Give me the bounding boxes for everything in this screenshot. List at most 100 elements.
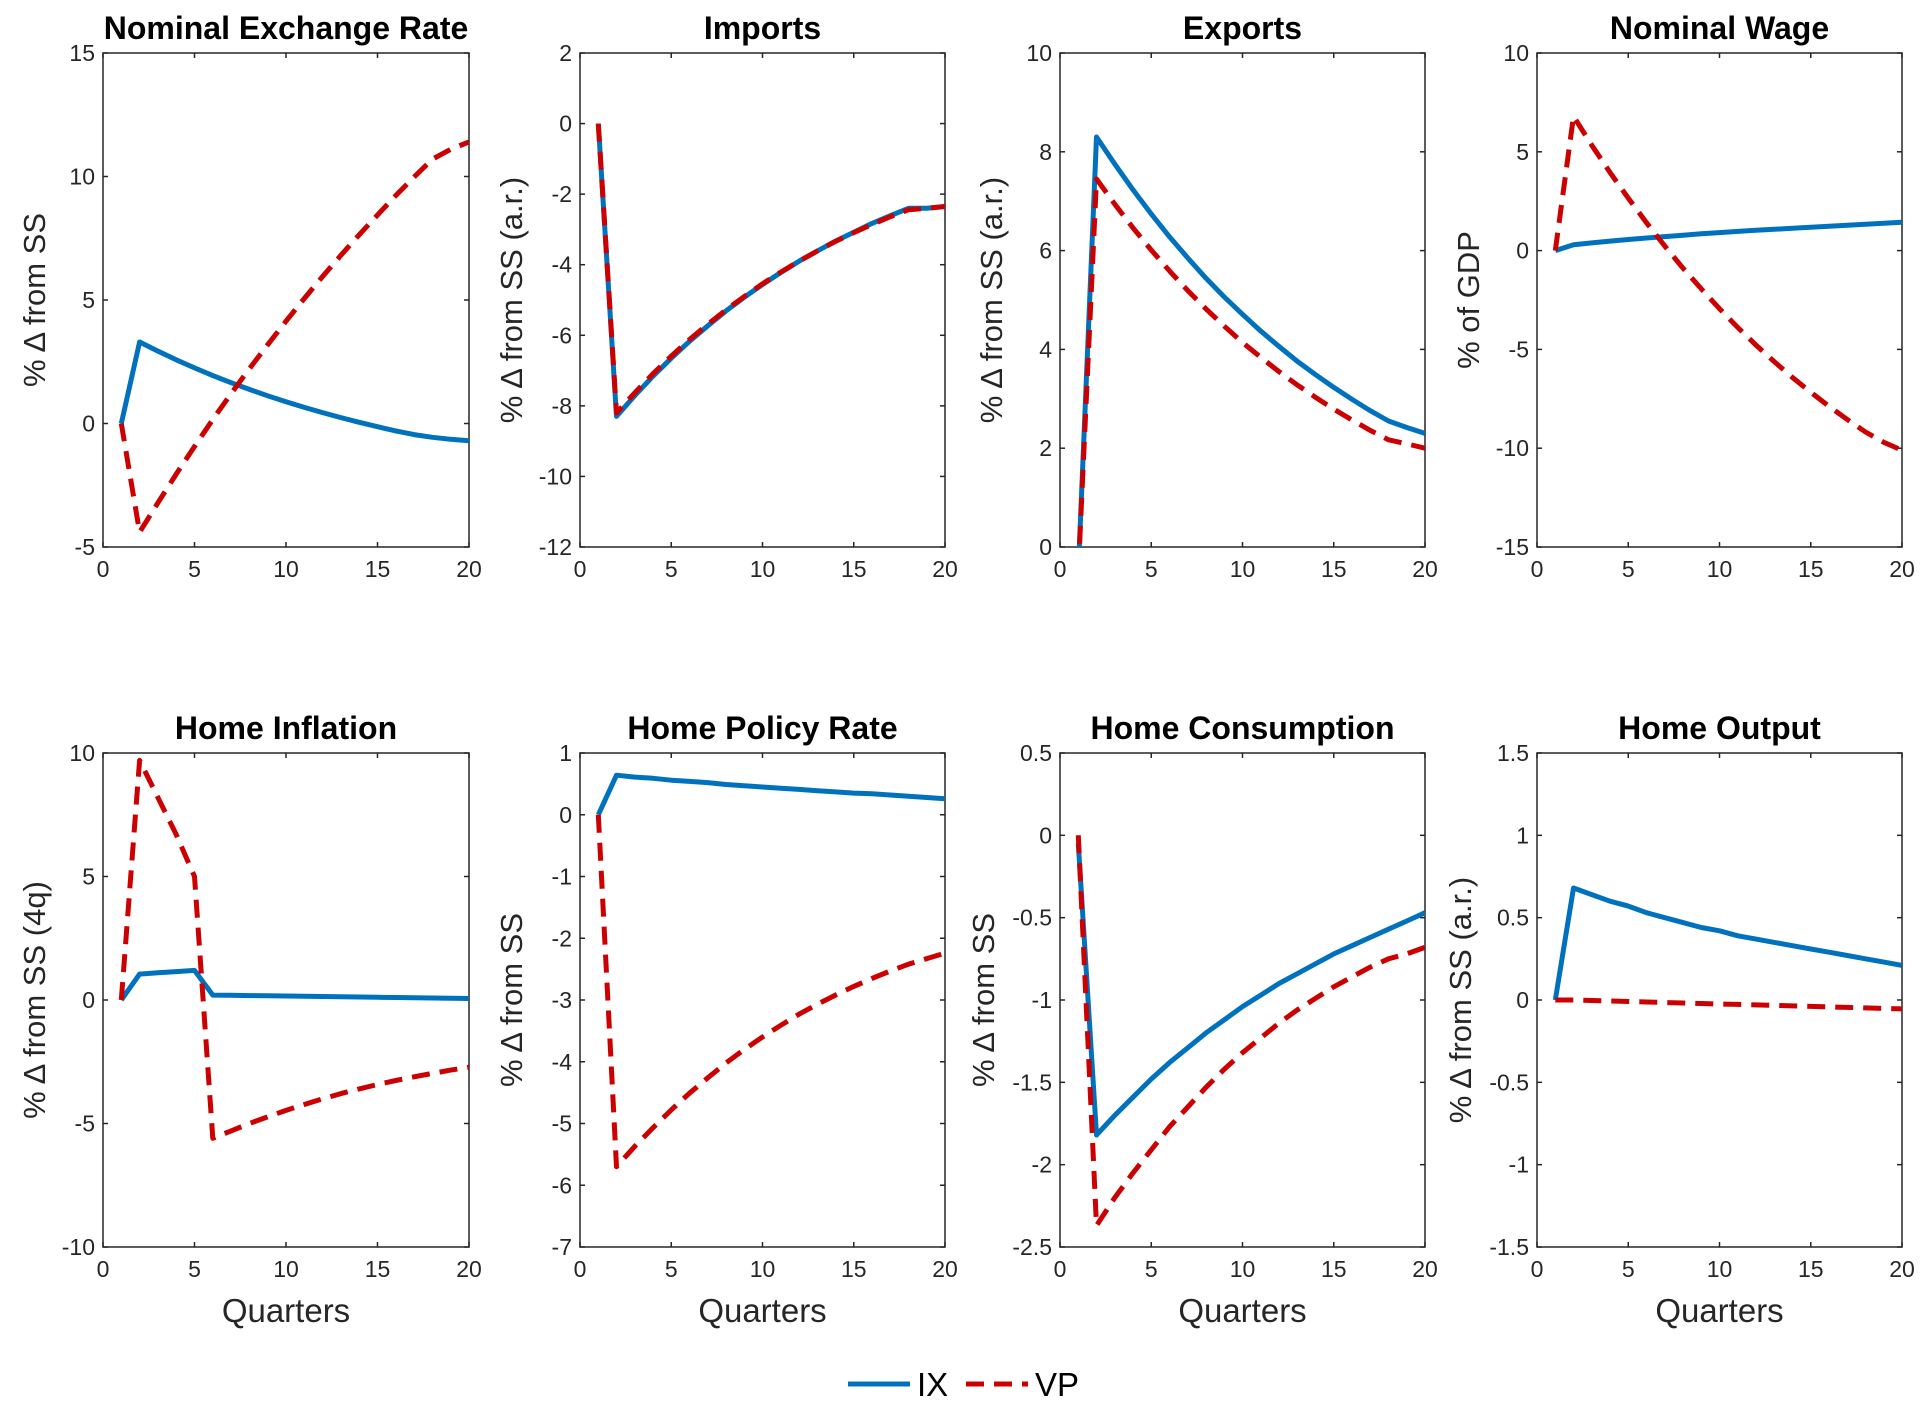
y-tick-label: -2 xyxy=(552,181,572,207)
x-tick-label: 0 xyxy=(574,1256,587,1282)
panel-title: Nominal Wage xyxy=(1610,10,1829,46)
series-line-vp xyxy=(118,139,469,535)
x-tick-label: 5 xyxy=(665,1256,678,1282)
x-tick-label: 10 xyxy=(273,556,299,582)
panel-home-policy-rate: 0 5 10 15 20 -7 -6 -5 -4 -3 -2 -1 0 1 Home Policy Rate… xyxy=(494,710,958,1329)
x-tick-label: 0 xyxy=(1054,556,1067,582)
y-tick-label: 0.5 xyxy=(1497,905,1529,931)
x-tick-label: 0 xyxy=(574,556,587,582)
y-tick-label: 0 xyxy=(1516,238,1529,264)
y-tick-label: 1.5 xyxy=(1497,740,1529,766)
y-tick-label: -3 xyxy=(552,987,572,1013)
y-tick-label: -2.5 xyxy=(1012,1234,1052,1260)
y-tick-label: -4 xyxy=(552,1049,573,1075)
y-tick-label: 0 xyxy=(1039,534,1052,560)
y-tick-label: -0.5 xyxy=(1489,1069,1529,1095)
series-line-vp xyxy=(1555,997,1902,1012)
panel-title: Nominal Exchange Rate xyxy=(104,10,469,46)
y-tick-label: 10 xyxy=(69,164,95,190)
y-tick-label: -1 xyxy=(1509,1152,1529,1178)
panel-title: Home Output xyxy=(1618,710,1821,746)
y-tick-label: 15 xyxy=(69,40,95,66)
y-tick-label: 0 xyxy=(559,111,572,137)
y-tick-label: -1.5 xyxy=(1489,1234,1529,1260)
x-tick-label: 15 xyxy=(1321,556,1347,582)
x-axis-label: Quarters xyxy=(1178,1292,1306,1329)
series-line-ix xyxy=(1552,885,1902,1001)
y-tick-label: 5 xyxy=(1516,139,1529,165)
panel-imports: 0 5 10 15 20 -12 -10 -8 -6 -4 -2 0 2 Imports % Δ from … xyxy=(494,10,958,582)
x-tick-label: 10 xyxy=(1230,1256,1256,1282)
x-tick-label: 0 xyxy=(1054,1256,1067,1282)
y-tick-label: 0 xyxy=(1039,822,1052,848)
x-tick-label: 5 xyxy=(1145,556,1158,582)
x-axis-label: Quarters xyxy=(222,1292,350,1329)
axes-box xyxy=(579,752,946,1248)
y-tick-label: -6 xyxy=(552,1172,572,1198)
y-axis-label: % Δ from SS (4q) xyxy=(17,881,52,1119)
y-tick-label: -2 xyxy=(1032,1152,1052,1178)
y-axis-label: % Δ from SS xyxy=(17,213,52,387)
y-tick-label: -1 xyxy=(1032,987,1052,1013)
x-tick-label: 20 xyxy=(456,556,482,582)
x-tick-label: 20 xyxy=(1412,1256,1438,1282)
series-line-ix xyxy=(1075,843,1425,1138)
y-tick-label: 0 xyxy=(82,987,95,1013)
y-tick-label: -1.5 xyxy=(1012,1069,1052,1095)
x-tick-label: 5 xyxy=(188,556,201,582)
y-tick-label: -10 xyxy=(539,463,572,489)
series-line-ix xyxy=(119,967,469,1002)
y-tick-label: 1 xyxy=(559,740,572,766)
x-tick-label: 5 xyxy=(188,1256,201,1282)
y-tick-label: -15 xyxy=(1496,534,1529,560)
series-line-vp xyxy=(1075,835,1425,1229)
x-tick-label: 10 xyxy=(1707,1256,1733,1282)
y-tick-label: -2 xyxy=(552,925,572,951)
panel-nominal-wage: 0 5 10 15 20 -15 -10 -5 0 5 10 Nominal Wage % of GDP xyxy=(1451,10,1915,582)
x-tick-label: 5 xyxy=(1622,556,1635,582)
x-tick-label: 0 xyxy=(97,1256,110,1282)
legend-ix-label: IX xyxy=(917,1366,948,1401)
x-tick-label: 20 xyxy=(932,556,958,582)
x-tick-label: 15 xyxy=(1798,1256,1824,1282)
x-tick-label: 20 xyxy=(456,1256,482,1282)
x-tick-label: 5 xyxy=(1145,1256,1158,1282)
y-tick-label: -4 xyxy=(552,252,573,278)
y-tick-label: -10 xyxy=(1496,435,1529,461)
x-axis-label: Quarters xyxy=(698,1292,826,1329)
panel-title: Imports xyxy=(704,10,821,46)
y-tick-label: -5 xyxy=(552,1111,572,1137)
x-tick-label: 20 xyxy=(1889,1256,1915,1282)
series-line-vp xyxy=(595,814,945,1170)
y-tick-label: -12 xyxy=(539,534,572,560)
x-tick-label: 0 xyxy=(1531,556,1544,582)
axes-box xyxy=(102,52,470,548)
y-axis-label: % Δ from SS (a.r.) xyxy=(974,177,1009,423)
x-tick-label: 15 xyxy=(1798,556,1824,582)
y-tick-label: 0 xyxy=(559,802,572,828)
x-tick-label: 10 xyxy=(1707,556,1733,582)
axes-box xyxy=(1059,52,1426,548)
y-tick-label: 6 xyxy=(1039,238,1052,264)
series-line-vp xyxy=(595,123,945,416)
y-tick-label: -1 xyxy=(552,864,572,890)
panel-exports: 0 5 10 15 20 0 2 4 6 8 10 Exports % Δ from SS (a.r.) xyxy=(974,10,1438,582)
x-tick-label: 10 xyxy=(273,1256,299,1282)
y-tick-label: -0.5 xyxy=(1012,905,1052,931)
x-tick-label: 10 xyxy=(1230,556,1256,582)
x-tick-label: 5 xyxy=(665,556,678,582)
x-tick-label: 20 xyxy=(1412,556,1438,582)
y-tick-label: 0 xyxy=(82,411,95,437)
x-tick-label: 15 xyxy=(841,556,867,582)
series-line-ix xyxy=(1554,219,1902,253)
series-line-vp xyxy=(1076,176,1425,547)
y-tick-label: -10 xyxy=(62,1234,95,1260)
x-axis-label: Quarters xyxy=(1655,1292,1783,1329)
x-tick-label: 10 xyxy=(750,1256,776,1282)
x-tick-label: 0 xyxy=(1531,1256,1544,1282)
x-tick-label: 15 xyxy=(365,1256,391,1282)
series-line-ix xyxy=(1076,134,1425,547)
legend: IX VP xyxy=(835,1366,1085,1401)
